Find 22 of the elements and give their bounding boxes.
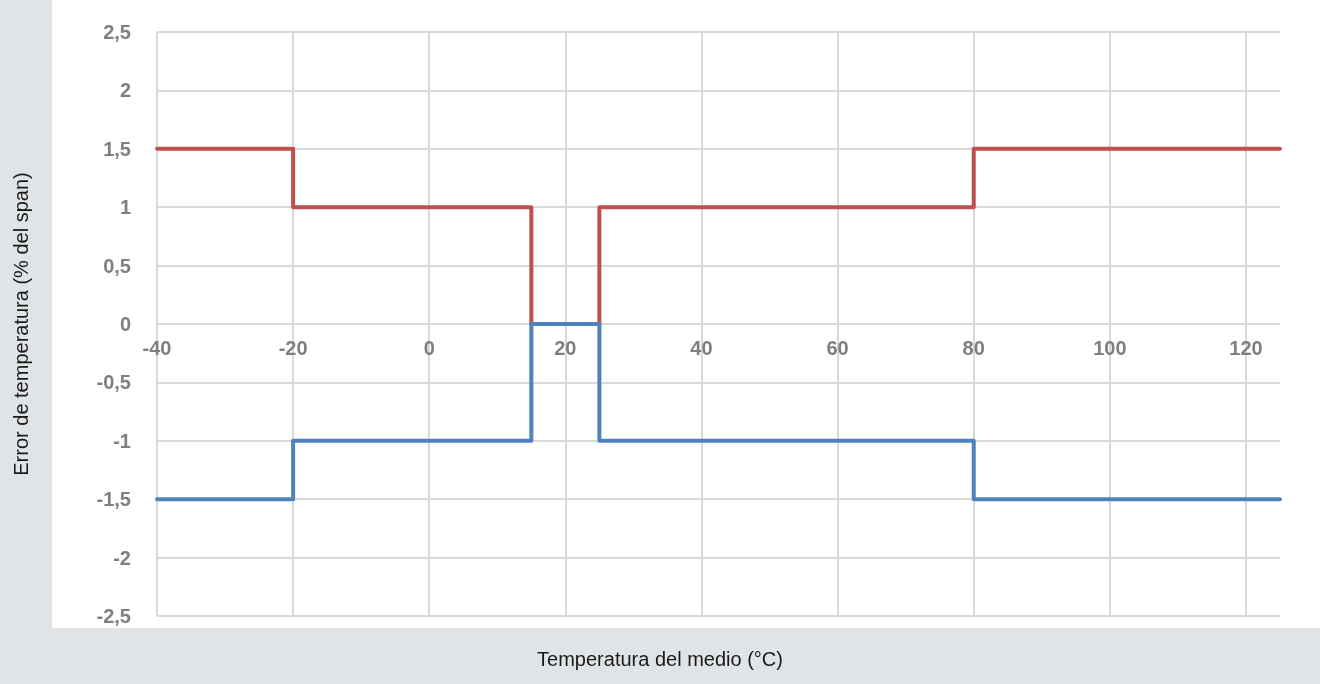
y-tick-label: 1,5 <box>103 137 131 160</box>
y-tick-label: 2,5 <box>103 21 131 43</box>
x-axis-title: Temperatura del medio (°C) <box>537 648 783 670</box>
y-tick-label: -0,5 <box>96 371 131 394</box>
y-tick-label: -1 <box>113 429 131 452</box>
y-tick-label: -2 <box>113 546 131 569</box>
x-tick-label: 80 <box>962 337 985 359</box>
x-tick-label: 120 <box>1229 337 1263 359</box>
x-tick-label: 60 <box>826 337 849 359</box>
x-tick-label: -40 <box>142 337 172 359</box>
x-tick-label: 100 <box>1093 337 1127 359</box>
y-tick-label: 0,5 <box>103 254 131 277</box>
y-tick-label: 1 <box>119 196 131 219</box>
y-tick-label: -1,5 <box>96 488 131 511</box>
x-tick-label: -20 <box>278 337 308 359</box>
x-tick-label: 0 <box>423 337 435 359</box>
x-tick-label: 40 <box>690 337 713 359</box>
y-tick-label: 2 <box>119 79 131 102</box>
y-tick-label: -2,5 <box>96 605 131 627</box>
y-tick-label: 0 <box>119 313 131 335</box>
y-axis-title: Error de temperatura (% del span) <box>10 172 32 476</box>
x-tick-label: 20 <box>554 337 577 359</box>
